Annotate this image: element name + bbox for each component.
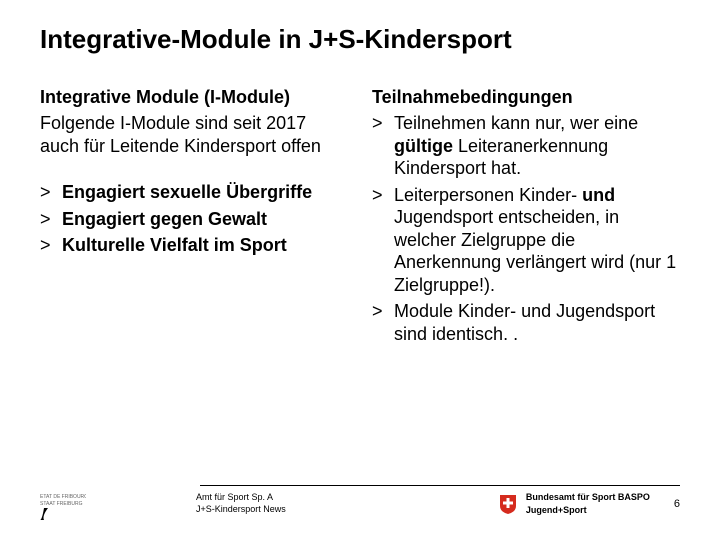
list-item-text: Teilnehmen kann nur, wer eine gültige Le… [394, 112, 680, 180]
list-item: > Engagiert sexuelle Übergriffe [40, 181, 348, 204]
freiburg-logo-icon: ETAT DE FRIBOURG STAAT FREIBURG [40, 488, 86, 520]
right-column: Teilnahmebedingungen > Teilnehmen kann n… [372, 87, 680, 349]
footer-mid-line2: J+S-Kindersport News [196, 504, 286, 516]
svg-text:ETAT DE FRIBOURG: ETAT DE FRIBOURG [40, 494, 86, 500]
list-item: > Engagiert gegen Gewalt [40, 208, 348, 231]
bullet-marker: > [40, 181, 62, 204]
left-list: > Engagiert sexuelle Übergriffe > Engagi… [40, 181, 348, 257]
bullet-marker: > [372, 184, 394, 297]
list-item-text: Engagiert gegen Gewalt [62, 208, 348, 231]
footer-right-line1: Bundesamt für Sport BASPO [526, 491, 650, 504]
footer-right-line2: Jugend+Sport [526, 504, 650, 517]
bullet-marker: > [372, 300, 394, 345]
footer-right: Bundesamt für Sport BASPO Jugend+Sport 6 [498, 491, 680, 516]
right-list: > Teilnehmen kann nur, wer eine gültige … [372, 112, 680, 345]
slide-title: Integrative-Module in J+S-Kindersport [40, 24, 680, 55]
footer-left: ETAT DE FRIBOURG STAAT FREIBURG [40, 488, 96, 520]
footer: ETAT DE FRIBOURG STAAT FREIBURG Amt für … [0, 484, 720, 524]
footer-right-labels: Bundesamt für Sport BASPO Jugend+Sport [526, 491, 650, 516]
left-intro: Folgende I-Module sind seit 2017 auch fü… [40, 112, 348, 157]
swiss-shield-icon [498, 494, 518, 514]
content-columns: Integrative Module (I-Module) Folgende I… [40, 87, 680, 349]
list-item: > Leiterpersonen Kinder- und Jugendsport… [372, 184, 680, 297]
list-item: > Module Kinder- und Jugendsport sind id… [372, 300, 680, 345]
list-item-text: Leiterpersonen Kinder- und Jugendsport e… [394, 184, 680, 297]
footer-mid: Amt für Sport Sp. A J+S-Kindersport News [196, 492, 286, 515]
bullet-marker: > [372, 112, 394, 180]
slide: Integrative-Module in J+S-Kindersport In… [0, 0, 720, 540]
list-item: > Teilnehmen kann nur, wer eine gültige … [372, 112, 680, 180]
list-item-text: Engagiert sexuelle Übergriffe [62, 181, 348, 204]
right-heading: Teilnahmebedingungen [372, 87, 680, 108]
bullet-marker: > [40, 234, 62, 257]
left-heading: Integrative Module (I-Module) [40, 87, 348, 108]
list-item: > Kulturelle Vielfalt im Sport [40, 234, 348, 257]
page-number: 6 [674, 498, 680, 510]
list-item-text: Module Kinder- und Jugendsport sind iden… [394, 300, 680, 345]
svg-text:STAAT FREIBURG: STAAT FREIBURG [40, 501, 83, 507]
bullet-marker: > [40, 208, 62, 231]
footer-mid-line1: Amt für Sport Sp. A [196, 492, 286, 504]
left-column: Integrative Module (I-Module) Folgende I… [40, 87, 348, 349]
list-item-text: Kulturelle Vielfalt im Sport [62, 234, 348, 257]
